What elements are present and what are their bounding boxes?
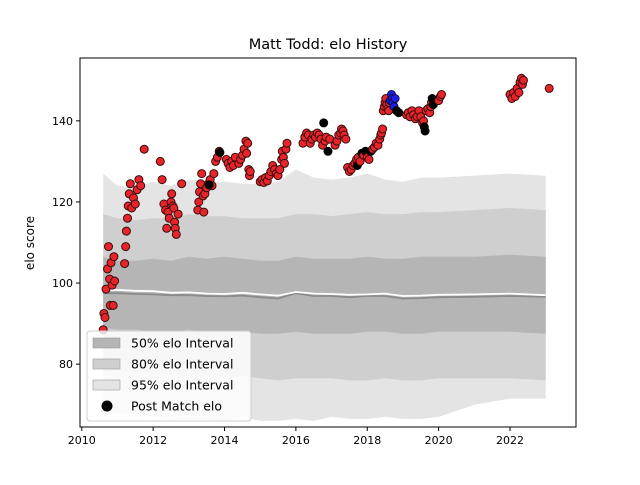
elo-point <box>390 94 400 103</box>
x-tick-label: 2018 <box>353 434 381 447</box>
x-tick-label: 2016 <box>282 434 310 447</box>
legend-swatch-band-95 <box>92 379 121 391</box>
elo-point <box>420 126 430 136</box>
axes-frame <box>79 57 577 428</box>
elo-point <box>123 213 132 223</box>
elo-point <box>110 276 120 286</box>
elo-point <box>121 242 131 252</box>
elo-point <box>169 203 179 213</box>
elo-point <box>104 242 113 252</box>
elo-point <box>173 209 183 219</box>
legend-swatch-band-80 <box>92 358 121 370</box>
elo-point <box>280 158 289 168</box>
elo-point <box>364 154 374 164</box>
elo-point <box>378 124 388 134</box>
elo-point <box>157 175 167 185</box>
elo-point <box>275 165 285 174</box>
y-tick-label: 140 <box>52 115 73 128</box>
y-tick-label: 100 <box>52 277 73 290</box>
elo-point <box>194 197 204 207</box>
y-tick-label: 80 <box>59 358 73 371</box>
elo-point <box>514 88 524 97</box>
elo-point <box>139 144 149 154</box>
elo-point <box>323 146 333 156</box>
elo-point <box>155 156 165 166</box>
elo-point <box>215 148 225 157</box>
elo-point <box>243 138 253 148</box>
elo-point <box>282 138 292 148</box>
x-tick-label: 2012 <box>139 434 167 447</box>
elo-point <box>544 83 554 93</box>
elo-point <box>177 179 187 189</box>
legend: 50% elo Interval 80% elo Interval 95% elo … <box>86 330 252 422</box>
elo-point <box>197 169 207 179</box>
elo-point <box>437 90 446 99</box>
elo-point <box>209 169 219 179</box>
y-axis-label: elo score <box>23 216 37 270</box>
x-tick-label: 2010 <box>68 434 96 447</box>
legend-label: 95% elo Interval <box>131 378 233 393</box>
y-tick-label: 120 <box>52 196 73 209</box>
elo-point <box>120 259 130 269</box>
elo-point <box>171 229 181 239</box>
elo-point <box>121 226 131 236</box>
x-tick-label: 2014 <box>211 434 239 447</box>
legend-box <box>86 330 252 422</box>
chart-title: Matt Todd: elo History <box>249 37 408 53</box>
x-tick-label: 2022 <box>496 434 524 447</box>
elo-point <box>100 313 110 322</box>
elo-point <box>199 207 209 217</box>
elo-point <box>136 181 146 191</box>
legend-label: 50% elo Interval <box>131 336 233 351</box>
elo-point <box>162 223 172 233</box>
elo-point <box>108 300 118 310</box>
elo-point <box>204 180 214 190</box>
legend-marker-icon <box>101 400 113 412</box>
y-axis-ticks: 80 100 120 140 <box>52 115 80 371</box>
x-tick-label: 2020 <box>425 434 453 447</box>
elo-point <box>167 189 177 199</box>
elo-point <box>130 199 140 209</box>
mean-line <box>103 288 546 297</box>
elo-point <box>125 179 135 189</box>
x-axis-ticks: 2010 2012 2014 2016 2018 2020 2022 <box>68 427 524 447</box>
elo-point <box>394 108 404 118</box>
elo-point <box>101 284 111 294</box>
legend-swatch-band-50 <box>92 337 121 349</box>
elo-point <box>109 252 119 262</box>
elo-point <box>245 167 255 176</box>
elo-point <box>319 118 329 128</box>
elo-point <box>519 75 528 85</box>
elo-point <box>341 134 351 144</box>
legend-label: Post Match elo <box>131 399 222 414</box>
elo-point <box>242 148 252 158</box>
median-line <box>103 292 546 300</box>
post-match-points <box>98 73 554 335</box>
reference-lines <box>103 288 546 300</box>
legend-label: 80% elo Interval <box>131 357 233 372</box>
